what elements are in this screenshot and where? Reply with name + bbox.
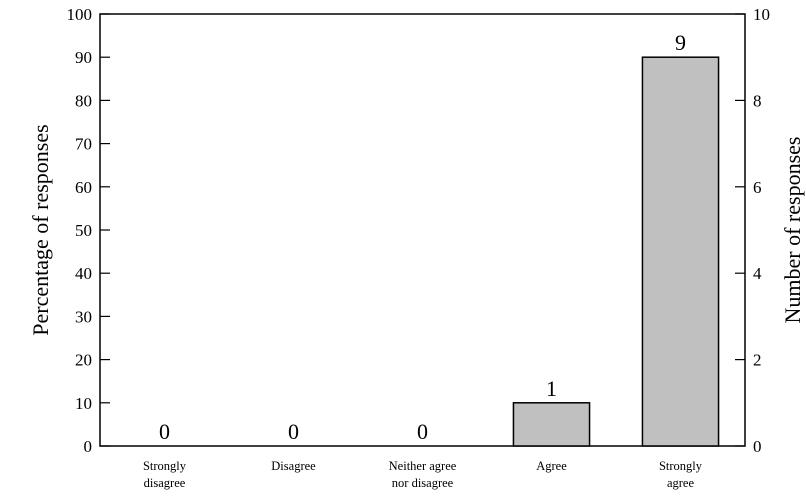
- category-label: Strongly agree: [659, 459, 703, 490]
- category-label-line: nor disagree: [392, 476, 454, 490]
- data-label: 9: [675, 30, 686, 55]
- category-label-line: Strongly: [659, 459, 703, 473]
- y-tick-label: 40: [75, 264, 92, 283]
- y-tick-label: 80: [75, 91, 92, 110]
- data-label: 0: [159, 419, 170, 444]
- x-axis: Strongly disagree Disagree Neither agree nor…: [143, 459, 703, 490]
- data-label: 1: [546, 376, 557, 401]
- category-label: Neither agree nor disagree: [389, 459, 457, 490]
- category-label-line: disagree: [144, 476, 186, 490]
- category-label: Strongly disagree: [143, 459, 187, 490]
- y2-tick-label: 6: [753, 178, 762, 197]
- data-label: 0: [417, 419, 428, 444]
- bar: [641, 56, 720, 447]
- y2-tick-label: 10: [753, 5, 770, 24]
- category-label: Agree: [536, 459, 567, 473]
- y2-tick-label: 8: [753, 91, 762, 110]
- category-label-line: agree: [667, 476, 695, 490]
- category-label-line: Strongly: [143, 459, 187, 473]
- y-tick-label: 50: [75, 221, 92, 240]
- right-axis: 0 2 4 6 8 10: [735, 5, 770, 456]
- category-label: Disagree: [271, 459, 316, 473]
- y-axis-title: Percentage of responses: [28, 124, 53, 335]
- y2-tick-label: 0: [753, 437, 762, 456]
- y-tick-label: 70: [75, 135, 92, 154]
- y2-axis-title: Number of responses: [780, 137, 805, 324]
- category-label-line: Disagree: [271, 459, 316, 473]
- y2-tick-label: 2: [753, 351, 762, 370]
- category-label-line: Neither agree: [389, 459, 457, 473]
- left-axis: 0 10 20 30 40 50 60 70 80 90 100: [67, 5, 110, 456]
- bar: [512, 402, 591, 447]
- category-label-line: Agree: [536, 459, 567, 473]
- y-tick-label: 20: [75, 351, 92, 370]
- y-tick-label: 10: [75, 394, 92, 413]
- y-tick-label: 30: [75, 307, 92, 326]
- data-label: 0: [288, 419, 299, 444]
- y-tick-label: 100: [67, 5, 93, 24]
- y-tick-label: 90: [75, 48, 92, 67]
- data-labels-group: 0 0 0 1 9: [159, 30, 686, 444]
- bars-group: [512, 56, 720, 447]
- y-tick-label: 0: [84, 437, 93, 456]
- y-tick-label: 60: [75, 178, 92, 197]
- y2-tick-label: 4: [753, 264, 762, 283]
